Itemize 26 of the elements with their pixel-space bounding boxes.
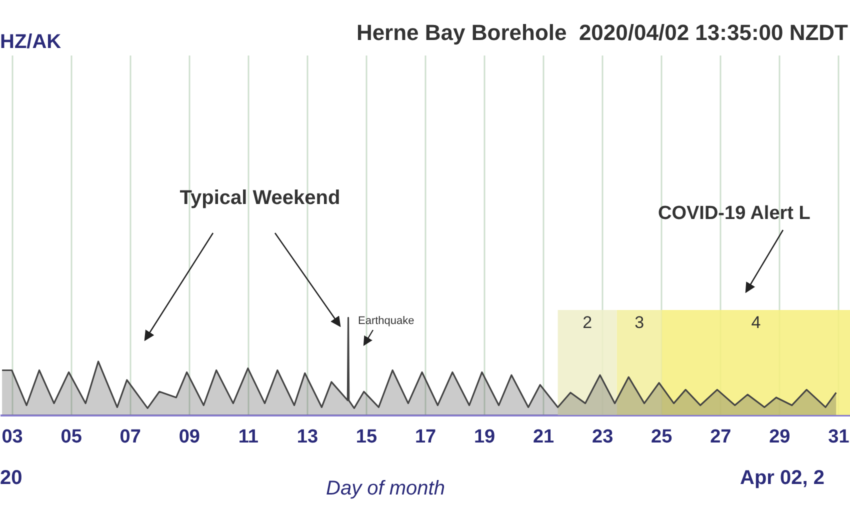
text: HZ/AK [0, 31, 62, 53]
text: Typical Weekend [180, 187, 340, 209]
x-tick-label: 15 [356, 426, 378, 448]
band-label: 3 [634, 313, 644, 332]
text: COVID-19 Alert L [658, 203, 811, 224]
x-tick-label: 07 [120, 426, 141, 448]
band-label: 4 [751, 313, 761, 332]
x-tick-label: 11 [238, 426, 259, 448]
x-tick-label: 05 [60, 426, 82, 448]
x-tick-label: 27 [710, 426, 732, 448]
x-tick-label: 29 [769, 426, 790, 448]
text: 20 [0, 467, 22, 489]
text: Apr 02, 2 [740, 467, 824, 489]
x-tick-label: 09 [178, 426, 200, 448]
x-tick-label: 23 [592, 426, 614, 448]
chart-title: Herne Bay Borehole 2020/04/02 13:35:00 NZDT [356, 20, 849, 45]
x-tick-label: 13 [296, 426, 318, 448]
x-tick-label: 21 [532, 426, 555, 448]
x-axis-title: Day of month [326, 478, 445, 500]
x-tick-label: 03 [2, 426, 23, 448]
x-tick-label: 31 [828, 426, 850, 448]
band-label: 2 [582, 313, 592, 332]
x-tick-label: 19 [474, 426, 496, 448]
x-tick-label: 17 [414, 426, 436, 448]
annotation: Earthquake [358, 315, 414, 327]
x-tick-label: 25 [651, 426, 673, 448]
